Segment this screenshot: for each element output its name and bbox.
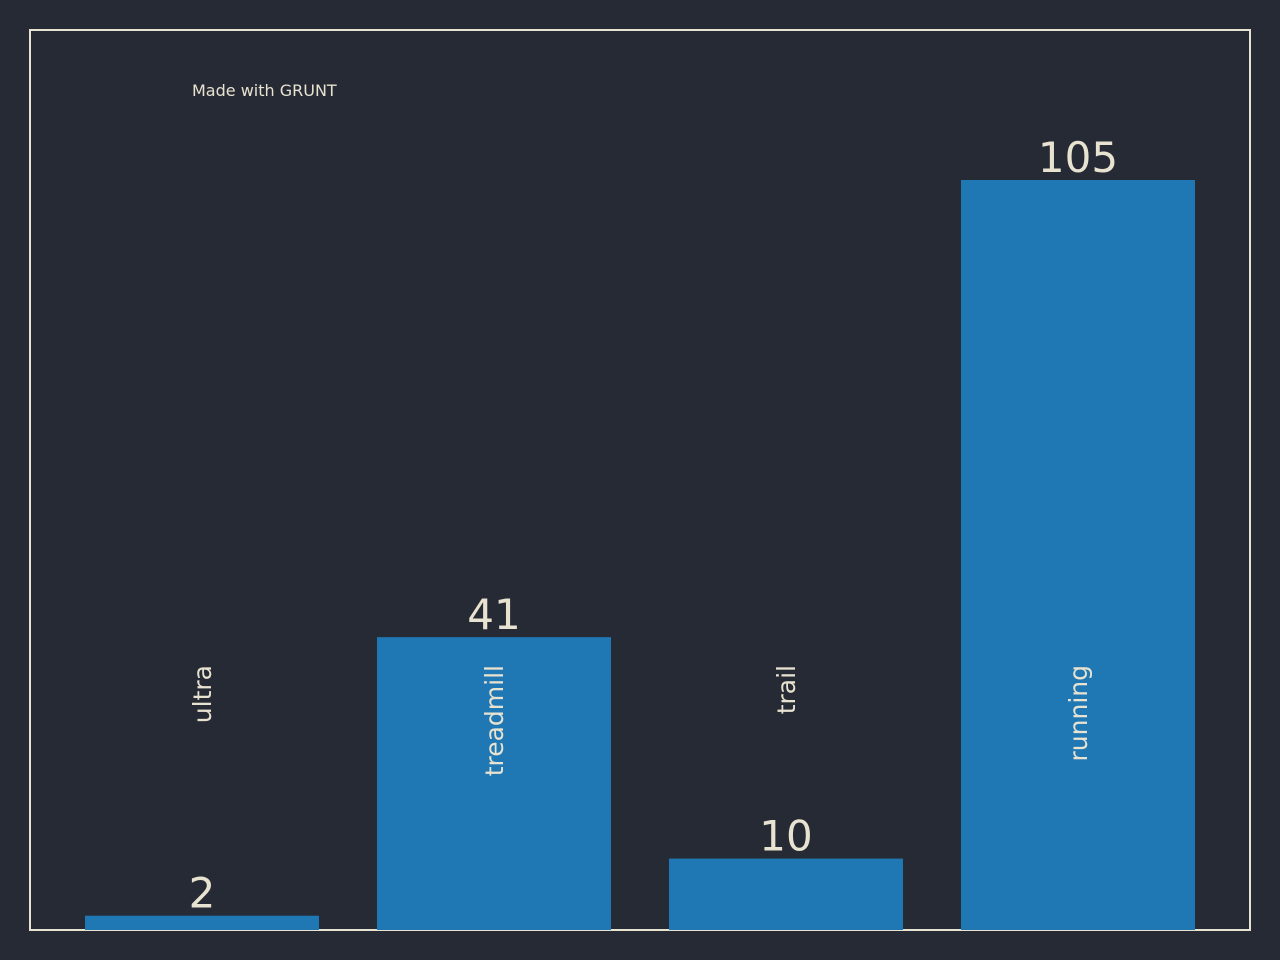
value-label: 105 <box>1038 133 1118 182</box>
category-label: running <box>1064 665 1093 761</box>
category-label: treadmill <box>480 665 509 776</box>
plot-frame <box>29 29 1251 931</box>
bar <box>377 637 611 930</box>
annotation: Made with GRUNT <box>192 81 337 100</box>
bar <box>85 915 319 930</box>
category-label: ultra <box>188 665 217 723</box>
value-label: 10 <box>759 812 812 861</box>
bar <box>961 180 1195 930</box>
category-label: trail <box>772 665 801 714</box>
value-label: 2 <box>189 869 216 918</box>
bar <box>669 858 903 930</box>
value-label: 41 <box>467 590 520 639</box>
